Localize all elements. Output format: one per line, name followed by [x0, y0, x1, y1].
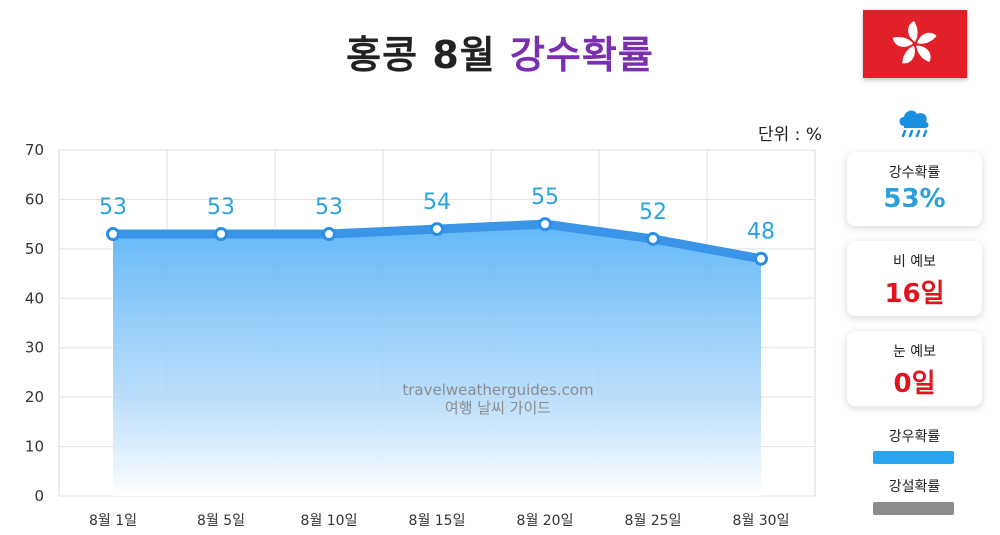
data-point	[646, 231, 660, 246]
series-area	[113, 224, 761, 496]
y-tick-label: 40	[25, 289, 44, 307]
data-point	[754, 251, 768, 266]
x-tick-label: 8월 30일	[733, 513, 790, 529]
summary-card-snow-days: 눈 예보 0일	[847, 331, 982, 406]
watermark-line2: 여행 날씨 가이드	[445, 399, 551, 417]
x-tick-label: 8월 1일	[89, 513, 137, 529]
title-highlight: 강수확률	[509, 33, 654, 77]
y-tick-label: 50	[25, 240, 44, 258]
y-tick-label: 20	[25, 388, 44, 406]
chart-title: 홍콩 8월 강수확률	[0, 24, 1000, 79]
data-label: 54	[423, 190, 451, 215]
card-label: 강수확률	[888, 165, 941, 181]
x-tick-label: 8월 15일	[409, 513, 466, 529]
title-prefix: 홍콩 8월	[346, 33, 496, 77]
rain-cloud-icon	[896, 106, 932, 140]
data-point	[538, 217, 552, 232]
x-tick-label: 8월 10일	[301, 513, 358, 529]
data-point	[106, 227, 120, 242]
data-label: 53	[315, 195, 343, 220]
data-label: 55	[531, 185, 559, 210]
data-point	[430, 222, 444, 237]
y-tick-label: 60	[25, 190, 44, 208]
x-tick-label: 8월 20일	[517, 513, 574, 529]
summary-card-rain-days: 비 예보 16일	[847, 241, 982, 316]
y-tick-label: 30	[25, 339, 44, 357]
data-label: 53	[207, 195, 235, 220]
hong-kong-flag-icon	[863, 10, 967, 78]
card-value: 53%	[883, 184, 946, 214]
x-tick-label: 8월 5일	[197, 513, 245, 529]
legend-swatch-snow	[873, 502, 954, 515]
legend-label-snow: 강설확률	[888, 479, 941, 495]
legend-swatch-rain	[873, 451, 954, 464]
y-tick-label: 0	[34, 487, 44, 505]
y-tick-label: 10	[25, 438, 44, 456]
y-tick-label: 70	[25, 141, 44, 159]
card-label: 비 예보	[892, 254, 937, 270]
data-label: 52	[639, 200, 667, 225]
x-tick-label: 8월 25일	[625, 513, 682, 529]
card-value: 16일	[884, 279, 945, 309]
data-label: 53	[99, 195, 127, 220]
summary-card-precip-probability: 강수확률 53%	[847, 152, 982, 226]
card-label: 눈 예보	[892, 344, 937, 360]
legend-label-rain: 강우확률	[888, 429, 941, 445]
data-point	[322, 227, 336, 242]
watermark-line1: travelweatherguides.com	[402, 381, 593, 399]
data-label: 48	[747, 220, 775, 245]
unit-label: 단위 : %	[758, 125, 822, 145]
card-value: 0일	[893, 369, 936, 399]
data-point	[214, 227, 228, 242]
